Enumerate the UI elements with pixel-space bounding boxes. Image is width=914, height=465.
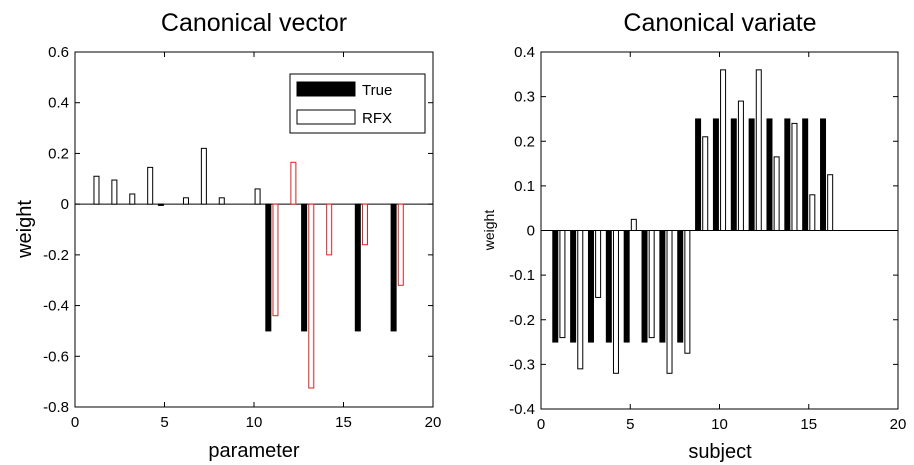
bar-s1-x12 [755, 69, 762, 231]
bar-s1-x2 [111, 179, 118, 205]
bar-s1-x4 [147, 166, 154, 205]
bar-s0-x5 [157, 203, 164, 206]
y-tick-label: -0.2 [43, 247, 69, 264]
bar-s0-x7 [659, 230, 666, 343]
bar-s0-x11 [265, 203, 272, 332]
x-tick-label: 15 [800, 416, 817, 433]
bar-s1-x15 [809, 194, 816, 232]
bar-s1-x4 [612, 230, 619, 374]
bar-s1-x2 [577, 230, 584, 370]
bar-s1-x7 [666, 230, 673, 374]
x-tick-label: 10 [246, 414, 263, 431]
bar-s0-x9 [695, 118, 702, 231]
bar-s0-x1 [552, 230, 559, 343]
chart-canonical-variate: Canonical variate 0 5 10 15 20 -0.4 -0.3 -0.2 -0… [481, 9, 906, 463]
bar-s1-x13 [308, 203, 315, 389]
x-tick-label: 5 [160, 414, 168, 431]
y-tick-label: -0.3 [509, 356, 535, 373]
x-tick-label: 10 [711, 416, 728, 433]
x-tick-label: 20 [890, 416, 907, 433]
x-tick-label: 5 [626, 416, 634, 433]
bar-s0-x8 [677, 230, 684, 343]
bar-s0-x13 [301, 203, 308, 332]
chart-title: Canonical vector [161, 9, 347, 37]
legend-label-true: True [362, 82, 392, 99]
legend-label-rfx: RFX [362, 110, 392, 127]
bar-s1-x12 [290, 161, 297, 205]
bar-s1-x6 [648, 230, 655, 339]
bar-s1-x8 [684, 230, 691, 354]
bar-s0-x16 [820, 118, 827, 231]
bar-s1-x8 [218, 197, 225, 205]
bar-s1-x14 [326, 203, 333, 256]
y-tick-label: -0.4 [43, 298, 69, 315]
bar-s0-x16 [354, 203, 361, 332]
y-tick-label: -0.8 [43, 399, 69, 416]
y-tick-label: 0 [61, 196, 69, 213]
legend-swatch-true [296, 81, 356, 97]
bar-s0-x12 [748, 118, 755, 231]
chart-title: Canonical variate [623, 9, 816, 37]
y-tick-label: 0.2 [48, 145, 69, 162]
y-tick-label: 0.4 [514, 44, 535, 61]
y-tick-label: 0.1 [514, 178, 535, 195]
bar-s1-x18 [397, 203, 404, 286]
bar-s1-x11 [272, 203, 279, 317]
y-axis-label: weight [481, 210, 497, 252]
bar-s1-x16 [361, 203, 368, 246]
y-tick-label: -0.1 [509, 267, 535, 284]
bar-s0-x5 [623, 230, 630, 343]
x-tick-label: 15 [335, 414, 352, 431]
bar-s1-x1 [93, 175, 100, 205]
x-tick-label: 0 [71, 414, 79, 431]
bar-s1-x3 [129, 193, 136, 205]
bar-s0-x2 [570, 230, 577, 343]
legend: True RFX [289, 73, 426, 134]
bar-s1-x3 [595, 230, 602, 298]
bar-s1-x1 [559, 230, 566, 339]
y-tick-label: 0.3 [514, 89, 535, 106]
bar-s0-x3 [587, 230, 594, 343]
y-tick-label: 0.2 [514, 133, 535, 150]
x-axis-label: subject [688, 441, 752, 463]
bar-s1-x13 [773, 156, 780, 231]
y-tick-label: 0 [527, 223, 535, 240]
bar-s0-x14 [784, 118, 791, 231]
bar-s1-x10 [254, 188, 261, 205]
bar-s1-x9 [702, 136, 709, 232]
bar-s1-x11 [737, 100, 744, 232]
y-tick-label: -0.4 [509, 401, 535, 418]
x-axis-label: parameter [208, 440, 299, 462]
bar-s1-x14 [791, 122, 798, 231]
bar-s0-x6 [641, 230, 648, 343]
y-tick-label: 0.4 [48, 95, 69, 112]
bar-s1-x16 [827, 174, 834, 231]
y-tick-label: -0.6 [43, 348, 69, 365]
legend-swatch-rfx [296, 109, 356, 125]
bar-s1-x7 [200, 147, 207, 205]
bar-s0-x11 [730, 118, 737, 231]
bar-s0-x4 [605, 230, 612, 343]
bar-s1-x10 [720, 69, 727, 231]
y-axis-label: weight [14, 200, 36, 259]
chart-canonical-vector: Canonical vector 0 5 10 15 20 -0.8 -0.6 -0.4 -0.… [14, 9, 441, 462]
bar-s0-x15 [802, 118, 809, 231]
bar-s0-x18 [390, 203, 397, 332]
bar-s0-x10 [712, 118, 719, 231]
y-tick-label: 0.6 [48, 44, 69, 61]
x-tick-label: 0 [537, 416, 545, 433]
y-tick-label: -0.2 [509, 312, 535, 329]
bar-s0-x13 [766, 118, 773, 231]
bar-s1-x6 [182, 197, 189, 205]
x-tick-label: 20 [425, 414, 442, 431]
bar-s1-x5 [630, 218, 637, 231]
